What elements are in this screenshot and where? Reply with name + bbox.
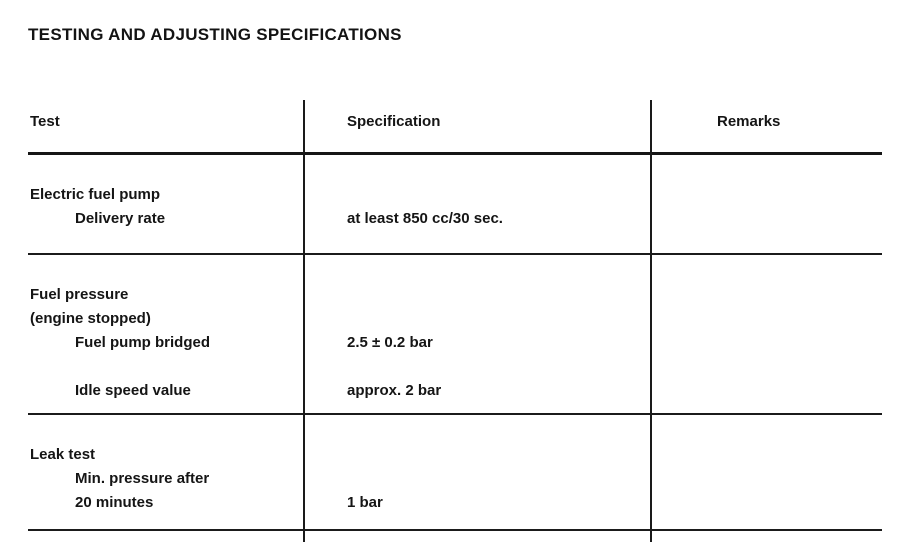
specification-cell-text	[303, 443, 650, 467]
test-cell-text: Min. pressure after	[75, 470, 210, 487]
column-header-test: Test	[30, 113, 60, 130]
table-line: Delivery rate at least 850 cc/30 sec.	[28, 207, 882, 231]
table-line: Fuel pressure	[28, 283, 882, 307]
test-cell-text: Fuel pump bridged	[75, 334, 210, 351]
table-line: Idle speed value approx. 2 bar	[28, 379, 882, 403]
test-cell-text: Leak test	[30, 446, 96, 463]
specification-cell-text	[303, 283, 650, 307]
table-line: Leak test	[28, 443, 882, 467]
specification-cell-text: approx. 2 bar	[347, 382, 442, 399]
table-header-row: Test Specification Remarks	[28, 100, 882, 155]
column-header-remarks: Remarks	[717, 113, 781, 130]
column-divider-specification-remarks	[650, 100, 652, 542]
specification-cell-text: 2.5 ± 0.2 bar	[347, 334, 433, 351]
remarks-cell-text	[650, 183, 882, 207]
table-line: Fuel pump bridged 2.5 ± 0.2 bar	[28, 331, 882, 355]
specification-cell-text	[303, 467, 650, 491]
remarks-cell-text	[650, 307, 882, 331]
test-cell-text: (engine stopped)	[30, 310, 151, 327]
specification-cell-text: at least 850 cc/30 sec.	[347, 210, 503, 227]
test-cell-text	[28, 355, 303, 379]
page-title: TESTING AND ADJUSTING SPECIFICATIONS	[28, 25, 402, 44]
specification-cell-text	[303, 307, 650, 331]
table-line: 20 minutes 1 bar	[28, 491, 882, 515]
remarks-cell-text	[650, 355, 882, 379]
column-header-specification: Specification	[347, 113, 441, 130]
test-cell-text: Electric fuel pump	[30, 186, 161, 203]
test-cell-text: Idle speed value	[75, 382, 191, 399]
specification-cell-text	[303, 183, 650, 207]
specification-cell-text: 1 bar	[347, 494, 383, 511]
table-row-electric-fuel-pump: Electric fuel pump Delivery rate at leas…	[28, 155, 882, 255]
remarks-cell-text	[650, 491, 882, 515]
test-cell-text: 20 minutes	[75, 494, 154, 511]
specifications-table: Test Specification Remarks Electric fuel…	[28, 100, 882, 542]
test-cell-text: Delivery rate	[75, 210, 166, 227]
remarks-cell-text	[650, 467, 882, 491]
table-row-fuel-pressure: Fuel pressure (engine stopped) Fuel pump…	[28, 255, 882, 415]
specification-cell-text	[303, 355, 650, 379]
remarks-cell-text	[650, 207, 882, 231]
table-line-blank	[28, 355, 882, 379]
table-row-leak-test: Leak test Min. pressure after 20 minutes…	[28, 415, 882, 531]
table-line: Electric fuel pump	[28, 183, 882, 207]
column-divider-test-specification	[303, 100, 305, 542]
remarks-cell-text	[650, 443, 882, 467]
remarks-cell-text	[650, 331, 882, 355]
table-line: Min. pressure after	[28, 467, 882, 491]
remarks-cell-text	[650, 379, 882, 403]
table-row-partial-cutoff	[28, 531, 882, 542]
table-line: (engine stopped)	[28, 307, 882, 331]
remarks-cell-text	[650, 283, 882, 307]
test-cell-text: Fuel pressure	[30, 286, 129, 303]
